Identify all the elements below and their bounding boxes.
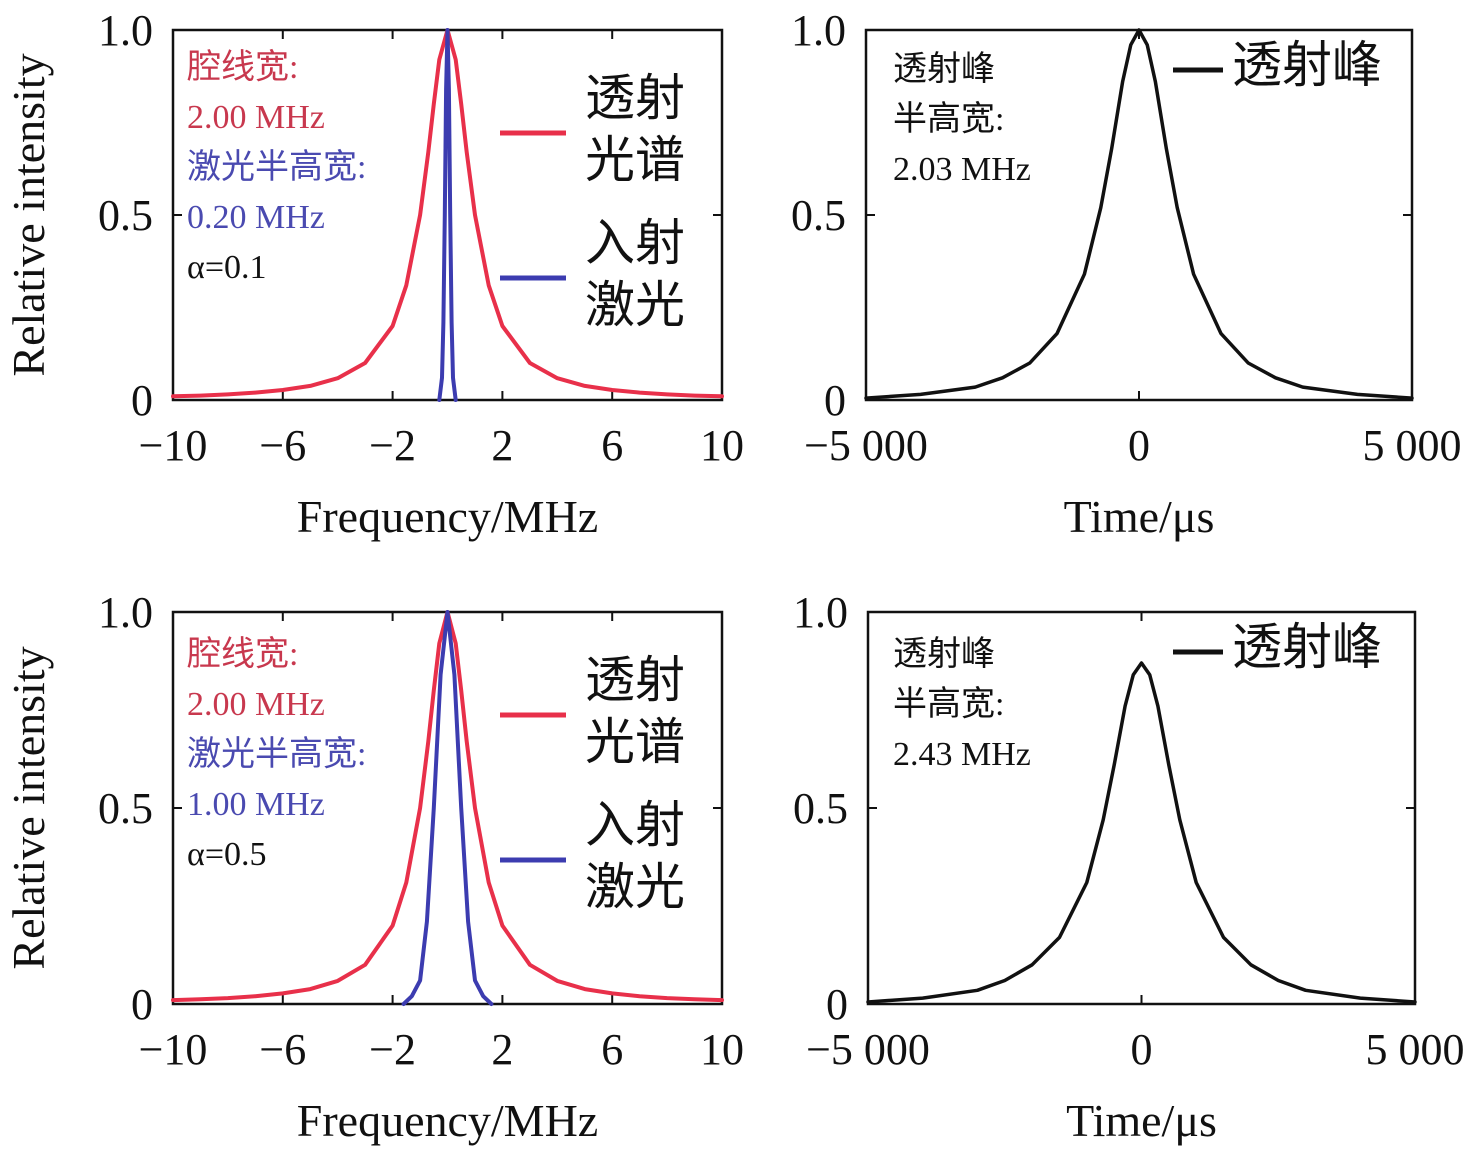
annotation-text: 1.00 MHz: [187, 786, 325, 823]
annotation-text: 透射峰: [893, 635, 995, 673]
annotation-text: α=0.1: [187, 249, 267, 286]
y-tick-label: 1.0: [98, 588, 153, 637]
legend-label: 光谱: [585, 132, 685, 188]
y-tick-label: 0.5: [793, 784, 848, 833]
x-tick-label: −2: [369, 1025, 416, 1074]
annotation-text: 0.20 MHz: [187, 199, 325, 236]
x-axis-label: Frequency/MHz: [297, 1095, 598, 1146]
y-axis-label: Relative intensity: [3, 53, 54, 376]
annotation-text: 2.00 MHz: [187, 99, 325, 136]
x-tick-label: 10: [700, 421, 744, 470]
annotation-text: 激光半高宽:: [187, 148, 366, 186]
legend-label: 激光: [585, 277, 685, 333]
series-line-2: [401, 610, 494, 1006]
legend-label: 激光: [585, 859, 685, 915]
series-line-2: [437, 28, 458, 402]
y-tick-label: 0: [826, 980, 848, 1029]
x-tick-label: −5 000: [806, 1025, 930, 1074]
annotation-text: 半高宽:: [893, 685, 1004, 723]
legend-label: 透射峰: [1232, 619, 1382, 675]
legend-label: 入射: [585, 797, 685, 853]
x-tick-label: −10: [139, 1025, 208, 1074]
annotation-text: α=0.5: [187, 836, 267, 873]
x-tick-label: −6: [259, 421, 306, 470]
y-tick-label: 1.0: [98, 6, 153, 55]
legend-label: 透射: [585, 70, 685, 126]
x-tick-label: 2: [491, 421, 513, 470]
annotation-text: 腔线宽:: [187, 635, 298, 673]
y-axis-label: Relative intensity: [3, 646, 54, 969]
x-tick-label: 6: [601, 421, 623, 470]
x-tick-label: 10: [700, 1025, 744, 1074]
series-line-1: [866, 661, 1417, 1004]
x-tick-label: 5 000: [1363, 421, 1462, 470]
chart-panel-3: 0 0.5 1.0 −10 −6 −2 2 6 10 Frequency/MHz Relative …: [3, 588, 744, 1146]
x-tick-label: 0: [1128, 421, 1150, 470]
y-tick-label: 0: [131, 980, 153, 1029]
x-tick-label: −10: [139, 421, 208, 470]
x-axis-label: Time/μs: [1066, 1095, 1217, 1146]
x-tick-label: 0: [1131, 1025, 1153, 1074]
y-tick-label: 1.0: [791, 6, 846, 55]
x-tick-label: 6: [601, 1025, 623, 1074]
annotation-text: 半高宽:: [893, 100, 1004, 138]
annotation-text: 激光半高宽:: [187, 735, 366, 773]
annotation-text: 2.43 MHz: [893, 736, 1031, 773]
x-tick-label: 5 000: [1366, 1025, 1465, 1074]
x-axis-label: Frequency/MHz: [297, 491, 598, 542]
y-tick-label: 0.5: [98, 191, 153, 240]
y-tick-label: 0.5: [98, 784, 153, 833]
annotation-text: 腔线宽:: [187, 48, 298, 86]
y-tick-label: 0.5: [791, 191, 846, 240]
legend-label: 透射峰: [1232, 37, 1382, 93]
annotation-text: 2.00 MHz: [187, 686, 325, 723]
annotation-text: 2.03 MHz: [893, 151, 1031, 188]
x-tick-label: −6: [259, 1025, 306, 1074]
legend-label: 入射: [585, 215, 685, 271]
x-tick-label: −5 000: [804, 421, 928, 470]
x-tick-label: 2: [491, 1025, 513, 1074]
legend-label: 透射: [585, 652, 685, 708]
x-tick-label: −2: [369, 421, 416, 470]
y-tick-label: 0: [131, 376, 153, 425]
series-line-1: [864, 28, 1414, 400]
y-tick-label: 1.0: [793, 588, 848, 637]
y-tick-label: 0: [824, 376, 846, 425]
chart-panel-1: 0 0.5 1.0 −10 −6 −2 2 6 10 Frequency/MHz Relative …: [3, 6, 744, 542]
legend-label: 光谱: [585, 714, 685, 770]
x-axis-label: Time/μs: [1064, 491, 1215, 542]
annotation-text: 透射峰: [893, 50, 995, 88]
